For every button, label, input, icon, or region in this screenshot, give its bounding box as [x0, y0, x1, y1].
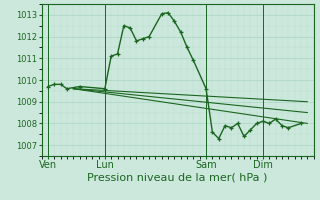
X-axis label: Pression niveau de la mer( hPa ): Pression niveau de la mer( hPa )	[87, 173, 268, 183]
